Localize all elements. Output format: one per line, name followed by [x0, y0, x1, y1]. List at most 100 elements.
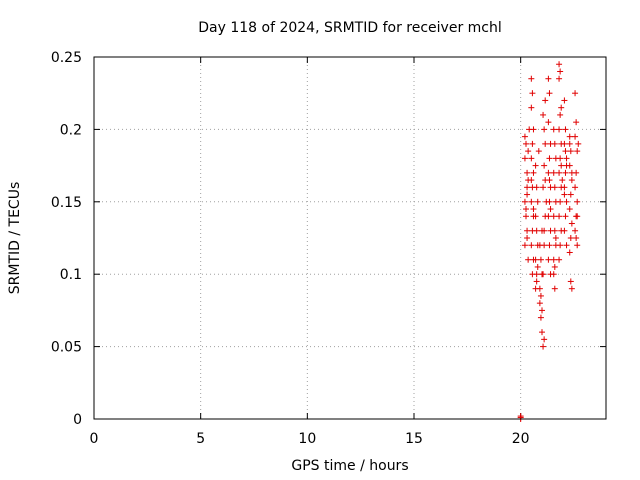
y-tick-label: 0.15 [51, 195, 82, 211]
data-point [556, 75, 563, 82]
data-point [517, 413, 524, 420]
data-point [567, 191, 574, 198]
data-point [541, 126, 548, 133]
data-point [568, 220, 575, 227]
data-point [566, 206, 573, 213]
data-point [568, 177, 575, 184]
x-tick-label: 10 [298, 431, 316, 447]
data-point [561, 191, 568, 198]
data-point [545, 213, 552, 220]
data-point [574, 198, 581, 205]
data-point [528, 155, 535, 162]
data-point [572, 90, 579, 97]
data-point [551, 140, 558, 147]
grid [94, 57, 606, 419]
data-point [524, 191, 531, 198]
data-point [561, 97, 568, 104]
data-point [558, 104, 565, 111]
data-point [568, 285, 575, 292]
data-point [539, 307, 545, 314]
data-point [537, 292, 544, 299]
data-point [521, 242, 528, 249]
data-point [545, 256, 552, 263]
data-point [533, 227, 540, 234]
data-point [574, 213, 581, 220]
data-point [562, 213, 569, 220]
data-point [542, 97, 549, 104]
data-point [566, 249, 573, 256]
data-point [541, 242, 548, 249]
data-point [550, 126, 557, 133]
data-point [541, 336, 548, 343]
y-tick-label: 0.05 [51, 340, 82, 356]
data-point [528, 75, 535, 82]
data-point [540, 111, 547, 118]
data-point [550, 169, 557, 176]
data-point [558, 162, 565, 169]
data-point [557, 155, 564, 162]
data-point [541, 227, 548, 234]
data-point [529, 140, 536, 147]
data-point [545, 119, 552, 126]
data-point [540, 184, 547, 191]
data-point [567, 278, 574, 285]
data-point [550, 256, 557, 263]
data-point [546, 155, 553, 162]
data-point [545, 169, 552, 176]
y-tick-label: 0.25 [51, 50, 82, 66]
data-point [557, 242, 564, 249]
data-point [521, 198, 528, 205]
data-point [521, 155, 528, 162]
y-axis-label: SRMTID / TECUs [7, 182, 23, 295]
x-tick-label: 5 [196, 431, 205, 447]
data-point [575, 140, 582, 147]
data-point [533, 278, 540, 285]
data-point [521, 133, 528, 140]
data-point [552, 235, 559, 241]
data-point [528, 177, 535, 184]
data-point [562, 126, 569, 133]
plot-frame [93, 56, 607, 420]
data-point [537, 314, 544, 321]
data-point [530, 206, 537, 213]
data-point [574, 148, 581, 155]
data-point [550, 213, 557, 220]
data-point [523, 206, 529, 213]
data-point [524, 184, 531, 191]
data-point [536, 285, 543, 292]
data-point [534, 198, 541, 205]
data-point [551, 263, 558, 270]
data-point [557, 111, 564, 118]
data-point [542, 140, 549, 147]
data-point [561, 227, 568, 234]
data-point [528, 198, 535, 205]
data-point [566, 133, 573, 140]
data-point [524, 235, 531, 241]
data-point [533, 184, 540, 191]
data-point [563, 242, 570, 249]
data-point [541, 162, 548, 169]
x-axis-label: GPS time / hours [291, 458, 408, 474]
x-tick-label: 0 [90, 431, 99, 447]
data-point [557, 198, 564, 205]
data-point [532, 162, 539, 169]
data-point [523, 213, 529, 220]
data-point [556, 169, 563, 176]
data-point [539, 329, 545, 336]
data-point [540, 271, 547, 278]
data-point [563, 198, 570, 205]
data-point [557, 68, 564, 75]
data-point [574, 242, 581, 249]
data-point [559, 177, 566, 184]
data-point [525, 148, 532, 155]
data-point [572, 184, 579, 191]
data-point [523, 140, 529, 147]
data-point [556, 256, 563, 263]
data-point [530, 169, 537, 176]
data-point [550, 271, 557, 278]
data-point [537, 256, 544, 263]
data-point [556, 126, 563, 133]
data-point [567, 235, 574, 241]
data-point [528, 242, 535, 249]
